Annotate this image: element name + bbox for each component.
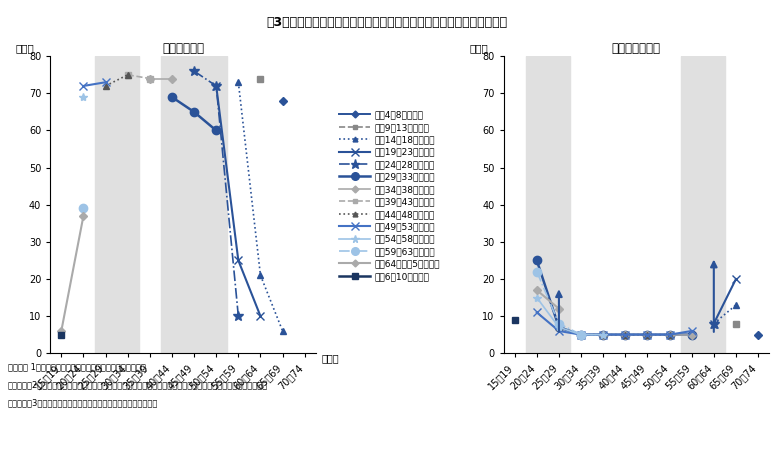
Bar [94,56,139,353]
Bar [526,56,570,353]
Text: 3．網掛けは、特徴が見られる年齢階級を示している。: 3．網掛けは、特徴が見られる年齢階級を示している。 [8,398,158,407]
Text: 第3図　雇用形態別に見た男性の年齢階級別労働力率の世代による特徴: 第3図 雇用形態別に見た男性の年齢階級別労働力率の世代による特徴 [266,16,507,29]
Text: 2．「正規の職員・従業員」を「正規雇用」、「非正規の職員・従業員」を「非正規雇用」としている。: 2．「正規の職員・従業員」を「正規雇用」、「非正規の職員・従業員」を「非正規雇用… [8,380,268,389]
Text: （備考） 1．総務省「労働力調査（詳細集計）」より作成。: （備考） 1．総務省「労働力調査（詳細集計）」より作成。 [8,362,145,371]
Bar [680,56,725,353]
Legend: 昭和4～8年生まれ, 昭和9～13年生まれ, 昭和14～18年生まれ, 昭和19～23年生まれ, 昭和24～28年生まれ, 昭和29～33年生まれ, 昭和34～: 昭和4～8年生まれ, 昭和9～13年生まれ, 昭和14～18年生まれ, 昭和19… [339,110,441,281]
Text: （％）: （％） [469,43,488,53]
Title: ＜正規雇用＞: ＜正規雇用＞ [162,42,204,55]
Text: （％）: （％） [15,43,35,53]
Title: ＜非正規雇用＞: ＜非正規雇用＞ [612,42,661,55]
Bar [161,56,227,353]
Text: （歳）: （歳） [321,353,339,363]
